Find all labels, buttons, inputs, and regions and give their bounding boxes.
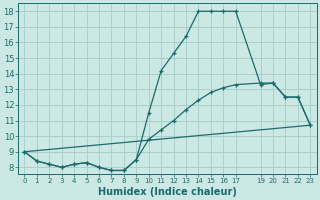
X-axis label: Humidex (Indice chaleur): Humidex (Indice chaleur) — [98, 187, 237, 197]
